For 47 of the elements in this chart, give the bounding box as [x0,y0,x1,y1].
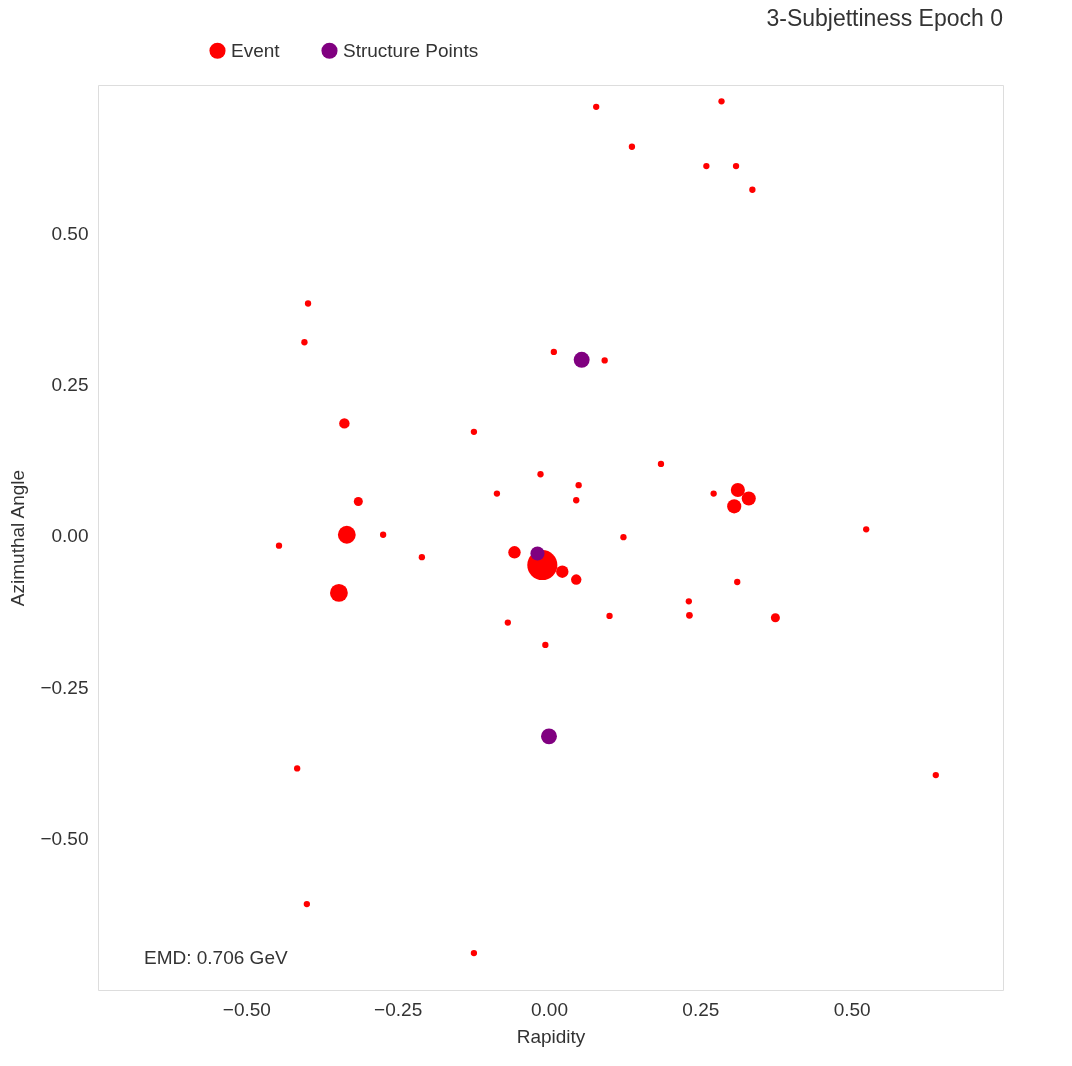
y-tick-label: 0.50 [51,222,89,244]
point [749,186,756,193]
point [703,162,710,170]
point [932,771,939,779]
y-tick-label: −0.25 [40,676,89,698]
x-tick-label: −0.25 [374,998,423,1020]
x-tick-label: 0.50 [833,998,871,1020]
point [573,497,580,504]
point [294,765,301,772]
point [542,641,549,649]
point [657,460,665,468]
point [550,348,557,356]
point [379,531,387,538]
chart-title: 3-Subjettiness Epoch 0 [766,5,1003,31]
point [734,578,741,586]
point [606,612,613,620]
x-tick-label: 0.25 [682,998,720,1020]
point [718,98,725,105]
point [304,300,312,307]
point [620,534,627,541]
point [275,542,283,549]
x-tick-label: −0.50 [222,998,271,1020]
point [601,357,608,364]
point [685,598,692,605]
x-tick-label: 0.00 [530,998,568,1020]
point [301,339,308,346]
legend-label: Structure Points [343,39,479,61]
point [470,428,478,436]
point [537,471,544,478]
y-tick-label: 0.00 [51,525,89,547]
point [418,554,426,561]
point [593,103,600,110]
point [575,481,582,489]
point [504,619,511,626]
y-axis-title: Azimuthal Angle [7,469,29,607]
point [470,949,478,957]
legend-label: Event [231,39,281,61]
point [493,490,501,497]
x-axis-title: Rapidity [516,1025,586,1047]
point [863,526,870,533]
y-tick-label: −0.50 [40,828,89,850]
point [732,162,740,170]
point [628,143,636,150]
annotation: EMD: 0.706 GeV [144,947,288,968]
y-tick-label: 0.25 [51,374,89,396]
point [303,900,311,908]
point [710,490,717,497]
